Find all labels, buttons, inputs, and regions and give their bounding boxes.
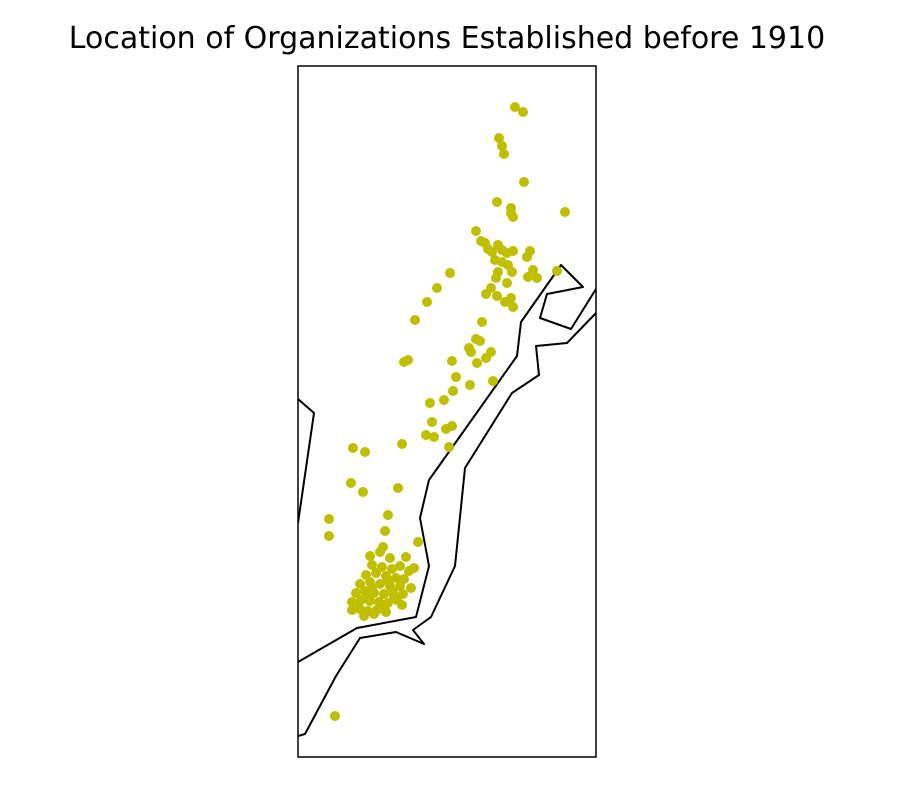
organization-point [488, 376, 498, 386]
coastline-segment [298, 312, 596, 737]
organization-point [351, 588, 361, 598]
organization-point [499, 149, 509, 159]
organization-point [369, 609, 379, 619]
organization-point [507, 267, 517, 277]
organization-point [439, 395, 449, 405]
organization-point [355, 579, 365, 589]
organization-point [359, 611, 369, 621]
organization-point [379, 589, 389, 599]
coastline-segment [298, 398, 315, 524]
organization-point [361, 593, 371, 603]
map-area [298, 102, 596, 737]
organization-point [375, 579, 385, 589]
organization-point [492, 197, 502, 207]
organization-point [510, 102, 520, 112]
organization-point [324, 514, 334, 524]
organization-point [560, 207, 570, 217]
organization-point [522, 252, 532, 262]
organization-point [523, 272, 533, 282]
organization-point [429, 432, 439, 442]
organization-point [406, 583, 416, 593]
organization-point [367, 560, 377, 570]
coastlines [298, 264, 596, 737]
organization-points [324, 102, 570, 721]
organization-point [508, 302, 518, 312]
organization-point [413, 537, 423, 547]
organization-point [508, 246, 518, 256]
organization-point [330, 711, 340, 721]
organization-point [477, 317, 487, 327]
organization-point [447, 356, 457, 366]
organization-point [391, 573, 401, 583]
organization-point [491, 273, 501, 283]
organization-point [365, 551, 375, 561]
organization-point [397, 439, 407, 449]
organization-point [348, 443, 358, 453]
organization-point [508, 212, 518, 222]
organization-point [393, 483, 403, 493]
organization-point [358, 487, 368, 497]
organization-point [552, 266, 562, 276]
organization-point [346, 478, 356, 488]
organization-point [445, 268, 455, 278]
organization-point [397, 600, 407, 610]
organization-point [383, 575, 393, 585]
organization-point [387, 564, 397, 574]
organization-point [375, 547, 385, 557]
organization-point [432, 283, 442, 293]
organization-point [427, 417, 437, 427]
organization-point [371, 568, 381, 578]
organization-point [444, 442, 454, 452]
organization-point [409, 563, 419, 573]
organization-point [451, 372, 461, 382]
organization-point [532, 273, 542, 283]
organization-point [395, 581, 405, 591]
organization-point [465, 380, 475, 390]
organization-point [466, 347, 476, 357]
organization-point [380, 526, 390, 536]
organization-point [475, 336, 485, 346]
organization-point [497, 141, 507, 151]
organization-point [487, 247, 497, 257]
organization-point [401, 552, 411, 562]
organization-point [518, 107, 528, 117]
organization-point [353, 601, 363, 611]
organization-point [422, 297, 432, 307]
organization-point [367, 583, 377, 593]
organization-point [492, 291, 502, 301]
organization-point [399, 357, 409, 367]
organization-point [448, 386, 458, 396]
organization-point [389, 592, 399, 602]
organization-point [472, 358, 482, 368]
organization-point [506, 293, 516, 303]
organization-point [421, 430, 431, 440]
organization-point [395, 561, 405, 571]
organization-point [360, 447, 370, 457]
coastline-segment [298, 264, 596, 663]
organization-point [447, 421, 457, 431]
organization-point [528, 265, 538, 275]
organization-point [425, 398, 435, 408]
organization-point [481, 289, 491, 299]
organization-point [502, 278, 512, 288]
organization-point [519, 177, 529, 187]
map-frame [297, 65, 597, 758]
organization-point [375, 601, 385, 611]
organization-point [471, 226, 481, 236]
organization-point [324, 531, 334, 541]
organization-point [494, 133, 504, 143]
organization-point [410, 315, 420, 325]
map-title: Location of Organizations Established be… [69, 21, 825, 56]
organization-point [383, 510, 393, 520]
organization-point [385, 553, 395, 563]
organization-point [481, 353, 491, 363]
